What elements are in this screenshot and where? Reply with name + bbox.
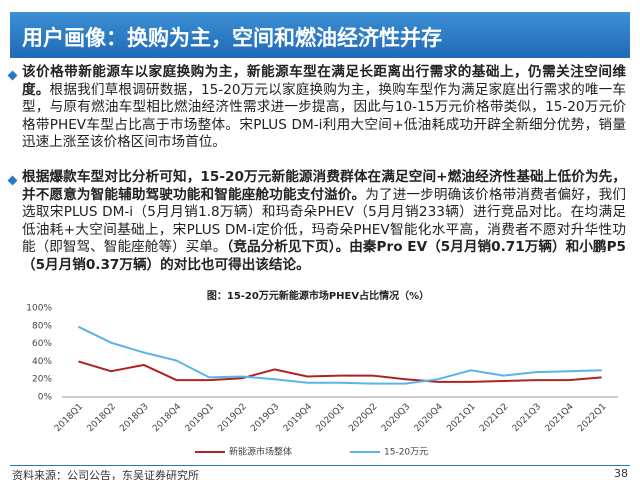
- bullet-text: 该价格带新能源车以家庭换购为主，新能源车型在满足长距离出行需求的基础上，仍需关注…: [22, 64, 626, 152]
- x-tick-label: 2020Q2: [347, 402, 379, 434]
- chart-title: 图：15-20万元新能源市场PHEV占比情况（%）: [207, 289, 429, 302]
- bullet-text: 根据爆款车型对比分析可知，15-20万元新能源消费群体在满足空间+燃油经济性基础…: [22, 169, 626, 275]
- series-line: [77, 325, 602, 385]
- x-tick-label: 2019Q1: [184, 402, 216, 434]
- x-tick-label: 2020Q4: [413, 402, 446, 435]
- x-tick-label: 2020Q1: [315, 402, 347, 434]
- legend-label: 新能源市场整体: [229, 446, 292, 458]
- text-segment: 根据爆款车型对比分析可知，15-20万元新能源消费群体在满足空间+燃油经济性基础…: [22, 169, 626, 203]
- x-tick-label: 2021Q4: [544, 402, 577, 435]
- x-tick-label: 2018Q4: [151, 402, 184, 435]
- text-segment: 该价格带新能源车以家庭换购为主，新能源车型在满足长距离出行需求的基础上，仍需关注…: [22, 64, 626, 98]
- y-tick-label: 20%: [32, 375, 52, 385]
- x-tick-label: 2020Q3: [380, 402, 412, 434]
- x-tick-label: 2019Q2: [216, 402, 248, 434]
- x-tick-label: 2021Q1: [445, 402, 477, 434]
- footer: 资料来源：公司公告，东吴证券研究所 38: [10, 465, 630, 480]
- x-tick-label: 2018Q3: [118, 402, 150, 434]
- source: 资料来源：公司公告，东吴证券研究所: [12, 469, 199, 480]
- header-title: 用户画像：换购为主，空间和燃油经济性并存: [22, 26, 442, 50]
- x-tick-label: 2018Q1: [53, 402, 85, 434]
- y-tick-label: 0%: [38, 393, 53, 403]
- page-number: 38: [614, 467, 628, 480]
- y-tick-label: 80%: [32, 321, 52, 331]
- legend-label: 15-20万元: [384, 448, 428, 458]
- series-line: [78, 360, 602, 383]
- x-tick-label: 2022Q1: [576, 402, 608, 434]
- header-bar: 用户画像：换购为主，空间和燃油经济性并存: [10, 12, 630, 58]
- x-tick-label: 2021Q2: [478, 402, 510, 434]
- x-tick-label: 2018Q2: [86, 402, 118, 434]
- text-segment: 根据我们草根调研数据，15-20万元以家庭换购为主，换购车型作为满足家庭出行需求…: [22, 81, 627, 151]
- text-segment: 为了进一步明确该价格带消费者偏好，我们选取宋PLUS DM-i（5月月销1.8万…: [22, 186, 627, 256]
- x-tick-label: 2019Q3: [249, 402, 281, 434]
- x-tick-label: 2021Q3: [511, 402, 543, 434]
- y-tick-label: 60%: [32, 339, 52, 349]
- y-tick-label: 40%: [32, 357, 52, 367]
- y-tick-label: 100%: [26, 304, 52, 314]
- text-segment: （竞品分析见下页）。由秦Pro EV（5月月销0.71万辆）和小鹏P5（5月月销…: [22, 239, 626, 273]
- x-tick-label: 2019Q4: [282, 402, 315, 435]
